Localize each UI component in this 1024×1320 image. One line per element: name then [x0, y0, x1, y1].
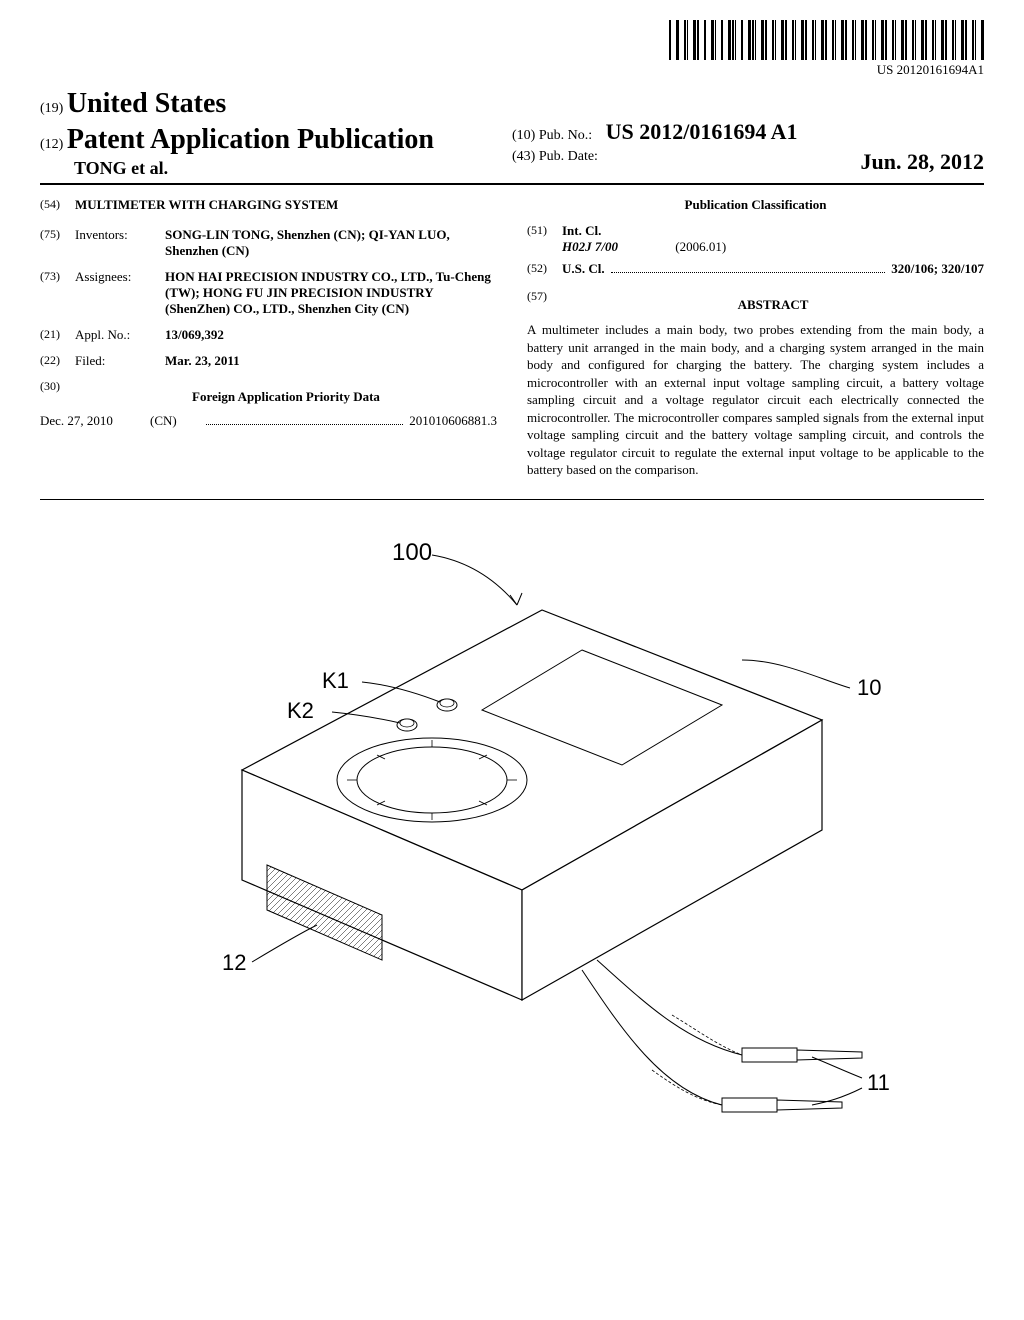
figure-label-k1: K1 [322, 668, 349, 693]
uscl-label: U.S. Cl. [562, 261, 605, 277]
country-name: United States [67, 88, 226, 119]
filed-label: Filed: [75, 353, 165, 369]
pubtype: Patent Application Publication [67, 124, 434, 155]
intcl-code: (51) [527, 223, 562, 255]
header-left: (19) United States (12) Patent Applicati… [40, 88, 512, 179]
pubnum-code: (10) [512, 128, 535, 143]
header-right: (10) Pub. No.: US 2012/0161694 A1 (43) P… [512, 119, 984, 179]
applno-code: (21) [40, 327, 75, 343]
pubnum: US 2012/0161694 A1 [606, 119, 798, 144]
inventors-value: SONG-LIN TONG, Shenzhen (CN); QI-YAN LUO… [165, 227, 450, 258]
priority-date: Dec. 27, 2010 [40, 413, 150, 429]
title: MULTIMETER WITH CHARGING SYSTEM [75, 197, 338, 213]
pubdate: Jun. 28, 2012 [861, 149, 984, 175]
assignees-value: HON HAI PRECISION INDUSTRY CO., LTD., Tu… [165, 269, 491, 316]
title-code: (54) [40, 197, 75, 213]
figure-area: 100 K1 K2 10 12 11 [40, 530, 984, 1150]
intcl-class: H02J 7/00 [562, 239, 672, 255]
left-column: (54) MULTIMETER WITH CHARGING SYSTEM (75… [40, 197, 497, 479]
applno-value: 13/069,392 [165, 327, 497, 343]
figure-label-12: 12 [222, 950, 246, 975]
priority-code: (30) [40, 379, 75, 413]
figure-svg: 100 K1 K2 10 12 11 [122, 530, 902, 1150]
figure-label-10: 10 [857, 675, 881, 700]
authors-line: TONG et al. [40, 158, 512, 179]
priority-country: (CN) [150, 413, 200, 429]
figure-label-100: 100 [392, 539, 432, 566]
pubdate-label: Pub. Date: [539, 149, 598, 164]
filed-value: Mar. 23, 2011 [165, 353, 497, 369]
intcl-label: Int. Cl. [562, 223, 984, 239]
figure-label-k2: K2 [287, 698, 314, 723]
inventors-label: Inventors: [75, 227, 165, 259]
pubnum-label: Pub. No.: [539, 128, 592, 143]
right-column: Publication Classification (51) Int. Cl.… [527, 197, 984, 479]
abstract-header: ABSTRACT [562, 297, 984, 313]
country-code: (19) [40, 101, 63, 116]
figure-label-11: 11 [867, 1070, 890, 1095]
priority-dots [206, 413, 403, 425]
classification-header: Publication Classification [527, 197, 984, 213]
barcode-section: US 20120161694A1 [40, 20, 984, 78]
pubtype-code: (12) [40, 137, 63, 152]
inventors-code: (75) [40, 227, 75, 259]
barcode-text: US 20120161694A1 [877, 62, 984, 78]
header: (19) United States (12) Patent Applicati… [40, 88, 984, 185]
assignees-code: (73) [40, 269, 75, 317]
applno-label: Appl. No.: [75, 327, 165, 343]
filed-code: (22) [40, 353, 75, 369]
main-columns: (54) MULTIMETER WITH CHARGING SYSTEM (75… [40, 197, 984, 500]
abstract-code: (57) [527, 289, 562, 321]
barcode [669, 20, 984, 60]
assignees-label: Assignees: [75, 269, 165, 317]
priority-num: 201010606881.3 [409, 413, 497, 429]
abstract-text: A multimeter includes a main body, two p… [527, 321, 984, 479]
priority-header: Foreign Application Priority Data [75, 389, 497, 405]
uscl-dots [611, 261, 886, 273]
uscl-code: (52) [527, 261, 562, 277]
pubdate-code: (43) [512, 149, 535, 164]
intcl-year: (2006.01) [675, 239, 726, 254]
uscl-value: 320/106; 320/107 [891, 261, 984, 277]
